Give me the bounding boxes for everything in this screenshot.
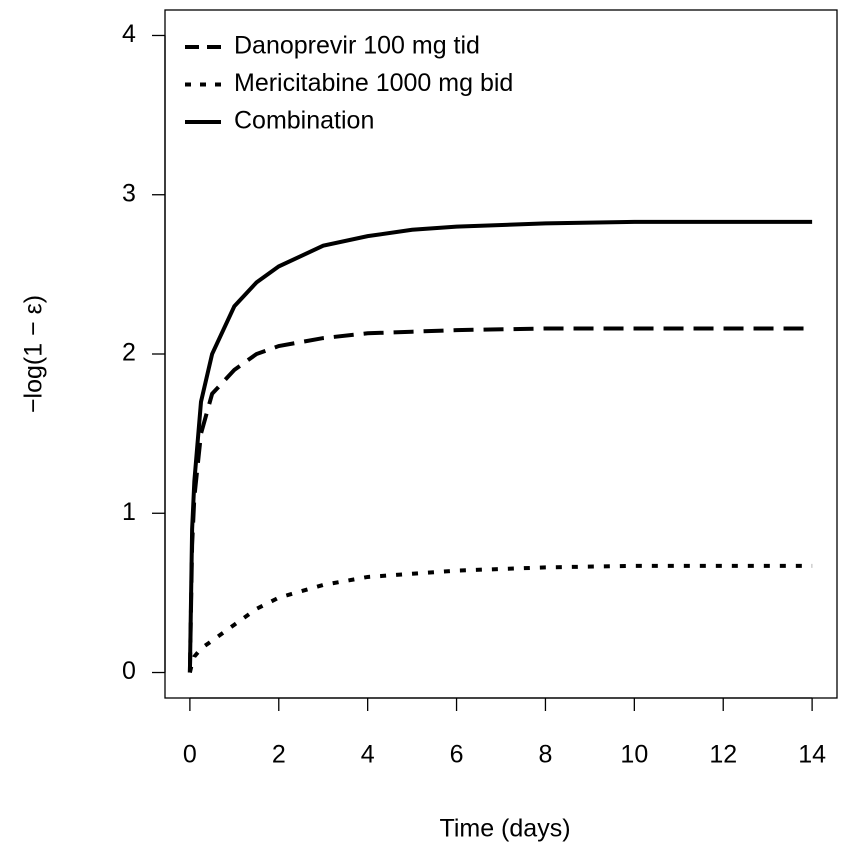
y-axis-label: −log(1 − ε) [20, 295, 48, 413]
legend-label: Mericitabine 1000 mg bid [234, 69, 513, 97]
x-tick-label: 6 [450, 741, 464, 769]
x-tick-label: 0 [183, 741, 197, 769]
x-tick-label: 12 [709, 741, 737, 769]
line-series [187, 326, 813, 673]
y-tick-label: 1 [122, 498, 136, 526]
x-tick-label: 8 [538, 741, 552, 769]
x-tick-label: 2 [272, 741, 286, 769]
x-tick-label: 4 [361, 741, 375, 769]
y-tick-label: 4 [122, 20, 136, 48]
x-axis-label: Time (days) [439, 815, 570, 843]
x-tick-label: 10 [620, 741, 648, 769]
legend-label: Combination [234, 107, 374, 135]
y-tick-label: 0 [122, 657, 136, 685]
line-series [187, 563, 813, 673]
legend-label: Danoprevir 100 mg tid [234, 32, 480, 60]
y-tick-label: 3 [122, 179, 136, 207]
x-tick-label: 14 [798, 741, 826, 769]
y-tick-label: 2 [122, 339, 136, 367]
line-series [187, 219, 813, 673]
